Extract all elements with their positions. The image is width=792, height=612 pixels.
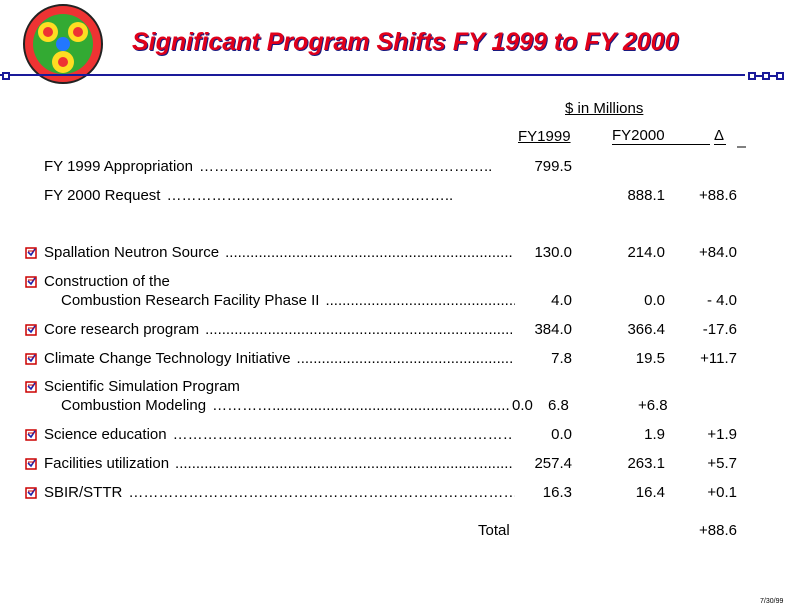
cell-fy2000: 6.8: [548, 397, 569, 414]
cell-fy2000: 214.0: [627, 244, 665, 261]
bullet: [25, 276, 37, 288]
cell-fy1999: 16.3: [542, 484, 572, 501]
row-label: Combustion Modeling: [61, 397, 207, 414]
row-label: Construction of the: [44, 273, 170, 290]
title: Significant Program Shifts FY 1999 to FY…: [132, 28, 679, 56]
bullet: [25, 247, 37, 259]
cell-delta: +11.7: [700, 350, 737, 367]
leader: ........................................…: [296, 350, 512, 367]
total-delta: +88.6: [699, 522, 737, 539]
col-header: Δ: [714, 127, 727, 145]
cell-fy2000: 16.4: [635, 484, 665, 501]
cell-fy1999: 384.0: [534, 321, 572, 338]
row-line: Core research program...................…: [44, 321, 512, 339]
bullet: [25, 324, 37, 336]
cell-delta: +84.0: [699, 244, 737, 261]
leader: …………....................................…: [212, 397, 510, 414]
cell-delta: -17.6: [702, 321, 737, 338]
cell-delta: +6.8: [638, 397, 668, 414]
logo: [23, 4, 103, 84]
bullet: [25, 381, 37, 393]
cell-fy1999: 4.0: [551, 292, 572, 309]
cell-delta: +5.7: [707, 455, 737, 472]
col-header: FY2000: [612, 128, 710, 145]
cell-delta: +1.9: [707, 426, 737, 443]
cell-fy1999: 0.0: [551, 426, 572, 443]
cell-fy1999: 257.4: [534, 455, 572, 472]
cell-fy1999: 799.5: [534, 158, 572, 175]
total-label: Total: [478, 522, 510, 539]
cell-fy2000: 366.4: [627, 321, 665, 338]
leader: …………….…………………………….……..: [166, 187, 454, 204]
row-label: Facilities utilization: [44, 455, 170, 472]
leader: ........................................…: [225, 244, 512, 261]
row-label: Scientific Simulation Program: [44, 378, 240, 395]
cell-fy2000: 888.1: [627, 187, 665, 204]
row-label: FY 2000 Request: [44, 187, 161, 204]
row-line: Facilities utilization..................…: [44, 455, 514, 473]
cell-fy1999: 0.0: [512, 397, 533, 414]
cell-delta: +0.1: [707, 484, 737, 501]
row-label: Science education: [44, 426, 167, 443]
row-line: FY 1999 Appropriation ……………………………………………………: [44, 158, 530, 176]
row-line: Combustion Research Facility Phase II...…: [61, 292, 515, 310]
cell-fy2000: 1.9: [644, 426, 665, 443]
unit: $ in Millions: [565, 100, 644, 117]
bullet: [25, 353, 37, 365]
row-line: Combustion Modeling ………….................…: [61, 397, 510, 415]
cell-delta: +88.6: [699, 187, 737, 204]
row-label: Core research program: [44, 321, 200, 338]
cell-fy2000: 263.1: [627, 455, 665, 472]
row-line: SBIR/STTR ……………………………………………………………………………: [44, 484, 515, 502]
row-label: Spallation Neutron Source: [44, 244, 220, 261]
cell-delta: - 4.0: [706, 292, 737, 309]
cell-fy2000: 19.5: [635, 350, 665, 367]
row-line: Climate Change Technology Initiative....…: [44, 350, 512, 368]
bullet: [25, 429, 37, 441]
row-label: FY 1999 Appropriation: [44, 158, 193, 175]
row-label: Climate Change Technology Initiative: [44, 350, 291, 367]
leader: …………………………………………………..: [199, 158, 493, 175]
cell-fy1999: 7.8: [551, 350, 572, 367]
leader: ………………………………………………………………: [172, 426, 512, 443]
title-rule: [0, 72, 784, 80]
row-line: Spallation Neutron Source...............…: [44, 244, 512, 262]
row-line: Science education ………………………………………………………………: [44, 426, 512, 444]
col-header: FY1999: [518, 128, 571, 145]
bullet: [25, 458, 37, 470]
cell-fy1999: 130.0: [534, 244, 572, 261]
leader: ........................................…: [325, 292, 515, 309]
bullet: [25, 487, 37, 499]
leader: ........................................…: [205, 321, 512, 338]
row-line: FY 2000 Request …………….…………………………….……..: [44, 187, 520, 205]
cell-fy2000: 0.0: [644, 292, 665, 309]
leader: ........................................…: [175, 455, 514, 472]
row-label: SBIR/STTR: [44, 484, 123, 501]
date: 7/30/99: [760, 598, 784, 605]
leader: ……………………………………………………………………………: [128, 484, 515, 501]
row-label: Combustion Research Facility Phase II: [61, 292, 320, 309]
